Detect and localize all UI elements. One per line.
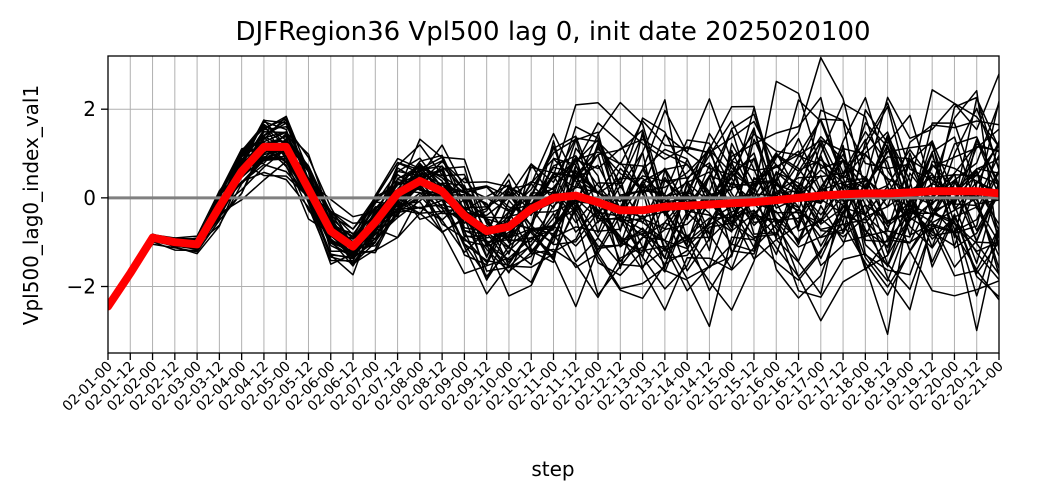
- x-axis-label: step: [531, 457, 574, 481]
- chart-title: DJFRegion36 Vpl500 lag 0, init date 2025…: [235, 17, 870, 47]
- ensemble-member-line: [108, 134, 999, 307]
- plot-area: [107, 55, 1000, 354]
- y-tick-label: −2: [67, 275, 96, 299]
- mean-series-line: [108, 142, 999, 311]
- ensemble-member-line: [108, 128, 999, 307]
- y-tick-label: 0: [83, 186, 96, 210]
- ensemble-member-line: [108, 96, 999, 307]
- x-axis: 02-01-0002-01-1202-02-0002-02-1202-03-00…: [60, 353, 1007, 415]
- y-axis-label: Vpl500_lag0_index_val1: [19, 85, 43, 325]
- ensemble-member-line: [108, 107, 999, 307]
- y-axis: −2 0 2: [67, 97, 108, 299]
- y-tick-label: 2: [83, 97, 96, 121]
- ensemble-member-line: [108, 141, 999, 307]
- ensemble-member-line: [108, 133, 999, 307]
- ensemble-member-line: [108, 159, 999, 307]
- ensemble-members: [108, 56, 999, 336]
- ensemble-mean: [108, 142, 999, 311]
